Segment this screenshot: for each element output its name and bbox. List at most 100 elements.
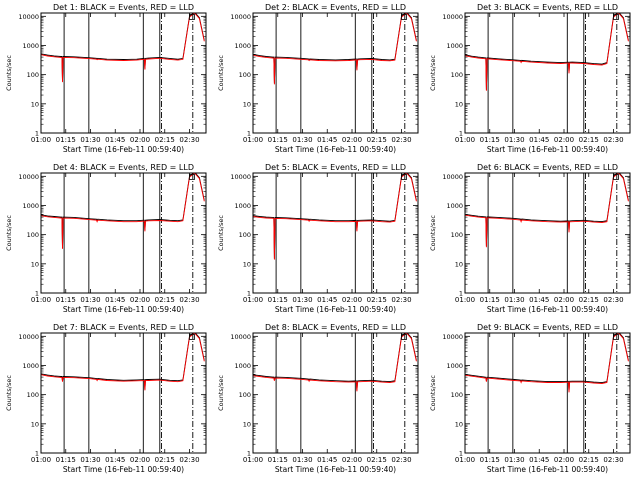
events-series-line [41, 13, 205, 82]
x-axis-label: Start Time (16-Feb-11 00:59:40) [487, 465, 608, 474]
x-tick-label: 01:30 [80, 296, 100, 304]
x-tick-label: 02:00 [342, 136, 362, 144]
panel-title: Det 7: BLACK = Events, RED = LLD [53, 323, 194, 332]
peak-marker-box [613, 334, 619, 340]
x-axis-label: Start Time (16-Feb-11 00:59:40) [63, 145, 184, 154]
y-tick-label: 1000 [22, 362, 39, 370]
x-tick-label: 01:00 [455, 136, 475, 144]
y-tick-label: 10000 [230, 333, 251, 341]
y-tick-label: 1 [459, 290, 463, 298]
panel-title: Det 6: BLACK = Events, RED = LLD [477, 163, 618, 172]
events-series-line [253, 173, 417, 259]
y-tick-label: 10 [455, 420, 463, 428]
x-tick-label: 01:00 [31, 296, 51, 304]
x-tick-label: 01:30 [504, 136, 524, 144]
detector-panel-2: Det 2: BLACK = Events, RED = LLD Counts/s… [217, 3, 419, 154]
lld-series-line [253, 333, 417, 392]
peak-marker-box [613, 174, 619, 180]
peak-marker-box [401, 174, 407, 180]
y-tick-label: 10 [243, 100, 251, 108]
detector-panel-5: Det 5: BLACK = Events, RED = LLD Counts/s… [217, 163, 419, 314]
x-axis-label: Start Time (16-Feb-11 00:59:40) [63, 305, 184, 314]
peak-marker-box [189, 174, 195, 180]
y-tick-label: 100 [239, 231, 251, 239]
x-tick-label: 02:00 [130, 296, 150, 304]
y-axis-label: Counts/sec [217, 375, 225, 411]
x-tick-label: 02:30 [603, 456, 623, 464]
detector-panel-3: Det 3: BLACK = Events, RED = LLD Counts/s… [429, 3, 631, 154]
events-series-line [253, 13, 417, 84]
x-tick-label: 01:45 [529, 136, 549, 144]
events-series-line [41, 173, 205, 249]
x-tick-label: 01:45 [317, 136, 337, 144]
panel-title: Det 2: BLACK = Events, RED = LLD [265, 3, 406, 12]
x-tick-label: 02:30 [603, 136, 623, 144]
y-tick-label: 10000 [442, 13, 463, 21]
panel-data [465, 173, 629, 293]
y-tick-label: 100 [451, 231, 463, 239]
y-tick-label: 100 [27, 231, 39, 239]
y-tick-label: 10000 [18, 333, 39, 341]
panel-title: Det 1: BLACK = Events, RED = LLD [53, 3, 194, 12]
peak-marker-box [401, 334, 407, 340]
x-tick-label: 01:30 [80, 136, 100, 144]
detector-panel-8: Det 8: BLACK = Events, RED = LLD Counts/s… [217, 323, 419, 474]
y-tick-label: 100 [239, 71, 251, 79]
panel-title: Det 8: BLACK = Events, RED = LLD [265, 323, 406, 332]
panel-data [253, 13, 417, 133]
panel-data [41, 333, 205, 453]
x-tick-label: 01:30 [504, 456, 524, 464]
plot-frame [252, 172, 419, 294]
x-tick-label: 01:15 [480, 456, 500, 464]
panel-data [41, 13, 205, 133]
y-tick-label: 1000 [446, 362, 463, 370]
x-tick-label: 02:15 [367, 456, 387, 464]
lld-series-line [465, 13, 629, 91]
x-tick-label: 02:15 [579, 136, 599, 144]
y-tick-label: 10 [455, 100, 463, 108]
x-tick-label: 01:00 [243, 456, 263, 464]
lld-series-line [253, 173, 417, 260]
peak-marker-box [401, 14, 407, 20]
y-axis-label: Counts/sec [5, 55, 13, 91]
x-tick-label: 02:30 [179, 136, 199, 144]
x-tick-label: 01:15 [268, 296, 288, 304]
y-tick-label: 10 [243, 420, 251, 428]
detector-panel-4: Det 4: BLACK = Events, RED = LLD Counts/s… [5, 163, 207, 314]
plot-frame [464, 172, 631, 294]
x-tick-label: 01:15 [56, 456, 76, 464]
x-tick-label: 01:15 [268, 136, 288, 144]
x-tick-label: 01:15 [56, 296, 76, 304]
y-axis-label: Counts/sec [429, 55, 437, 91]
y-tick-label: 10 [31, 260, 39, 268]
x-tick-label: 02:15 [155, 296, 175, 304]
x-tick-label: 02:30 [391, 136, 411, 144]
y-tick-label: 1 [35, 450, 39, 458]
x-tick-label: 02:15 [367, 296, 387, 304]
x-tick-label: 01:45 [317, 456, 337, 464]
peak-marker-box [189, 14, 195, 20]
x-tick-label: 02:30 [391, 296, 411, 304]
y-tick-label: 100 [451, 391, 463, 399]
y-tick-label: 10 [243, 260, 251, 268]
x-tick-label: 01:15 [268, 456, 288, 464]
y-tick-label: 10000 [442, 333, 463, 341]
panel-title: Det 3: BLACK = Events, RED = LLD [477, 3, 618, 12]
y-axis-label: Counts/sec [217, 55, 225, 91]
detector-panel-6: Det 6: BLACK = Events, RED = LLD Counts/s… [429, 163, 631, 314]
peak-marker-box [613, 14, 619, 20]
y-tick-label: 10000 [442, 173, 463, 181]
y-tick-label: 1000 [234, 42, 251, 50]
x-tick-label: 01:45 [105, 456, 125, 464]
y-tick-label: 100 [27, 71, 39, 79]
x-axis-label: Start Time (16-Feb-11 00:59:40) [275, 145, 396, 154]
x-tick-label: 01:00 [31, 456, 51, 464]
x-tick-label: 02:15 [155, 456, 175, 464]
x-tick-label: 01:15 [480, 296, 500, 304]
x-tick-label: 01:00 [243, 136, 263, 144]
plot-frame [40, 332, 207, 454]
lld-series-line [41, 13, 205, 83]
x-tick-label: 01:15 [480, 136, 500, 144]
y-tick-label: 1000 [446, 202, 463, 210]
